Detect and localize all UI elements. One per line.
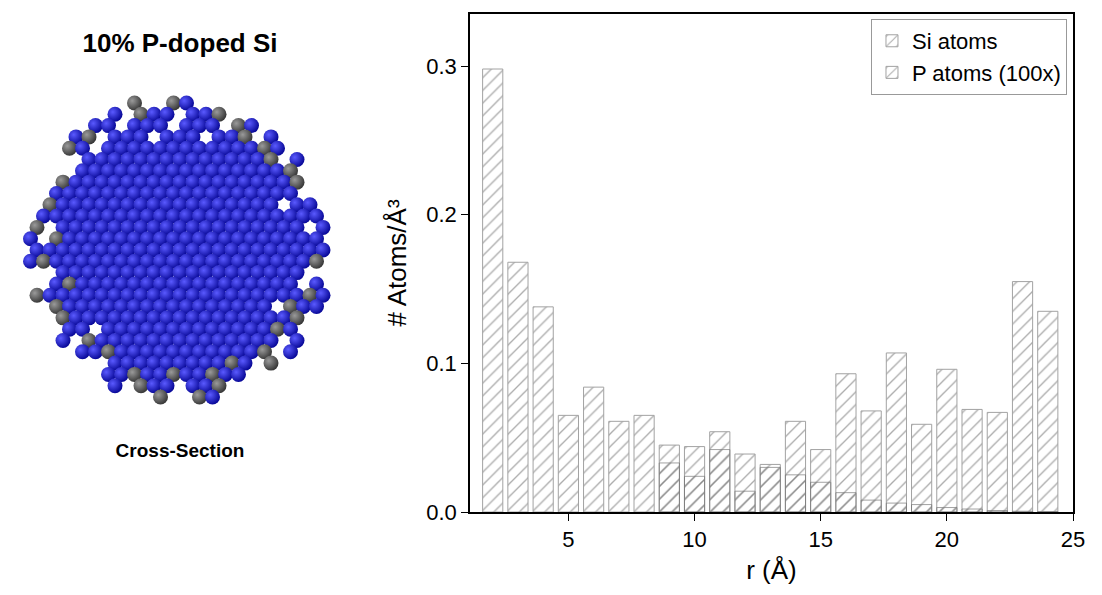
svg-text:0.0: 0.0 xyxy=(426,500,457,525)
svg-text:15: 15 xyxy=(808,527,832,552)
svg-text:20: 20 xyxy=(935,527,959,552)
svg-text:0.2: 0.2 xyxy=(426,202,457,227)
svg-text:P atoms (100x): P atoms (100x) xyxy=(912,61,1061,86)
svg-text:Si atoms: Si atoms xyxy=(912,29,998,54)
svg-text:0.1: 0.1 xyxy=(426,351,457,376)
svg-text:r (Å): r (Å) xyxy=(746,555,797,585)
svg-text:0.3: 0.3 xyxy=(426,54,457,79)
html-text:Cross-Section: Cross-Section xyxy=(115,440,245,461)
svg-text:5: 5 xyxy=(562,527,574,552)
svg-text:25: 25 xyxy=(1061,527,1085,552)
svg-text:10: 10 xyxy=(682,527,706,552)
svg-text:# Atoms/Å³: # Atoms/Å³ xyxy=(382,199,412,326)
html-text:10% P-doped Si: 10% P-doped Si xyxy=(82,28,278,58)
